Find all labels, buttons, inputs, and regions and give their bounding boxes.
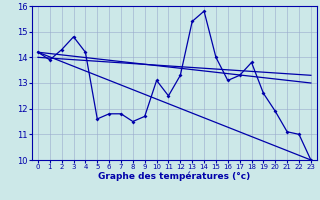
X-axis label: Graphe des températures (°c): Graphe des températures (°c)	[98, 172, 251, 181]
